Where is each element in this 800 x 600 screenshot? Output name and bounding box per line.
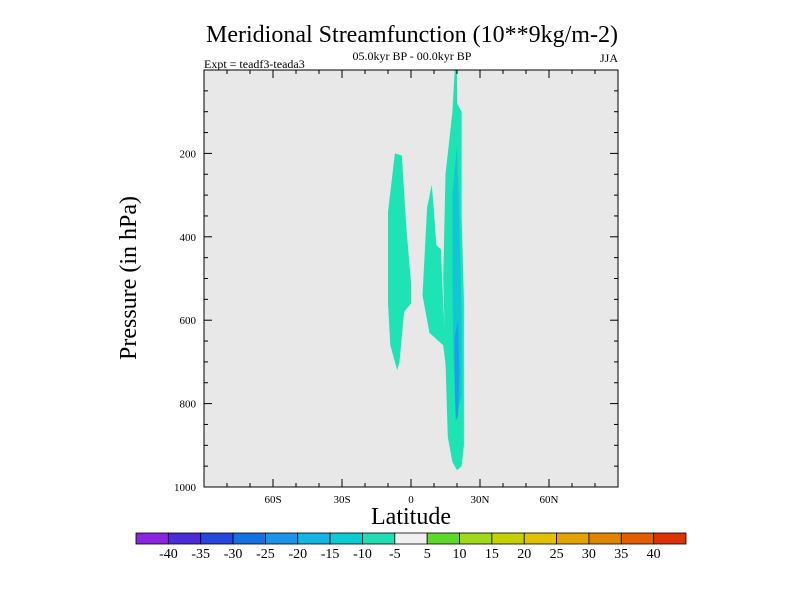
x-tick-label: 60S (264, 494, 281, 506)
chart-title: Meridional Streamfunction (10**9kg/m-2) (206, 22, 618, 48)
colorbar-label: 5 (424, 547, 431, 562)
y-tick-label: 600 (180, 315, 197, 327)
colorbar-swatch (426, 532, 460, 545)
colorbar-label: 15 (485, 547, 499, 562)
y-tick-label: 800 (180, 399, 197, 411)
x-tick-label: 0 (408, 494, 414, 506)
colorbar-swatch (135, 532, 169, 545)
colorbar-label: 10 (453, 547, 467, 562)
x-tick-label: 30N (471, 494, 490, 506)
x-tick-label: 30S (333, 494, 350, 506)
colorbar-label: -20 (288, 547, 307, 562)
colorbar-swatch (362, 532, 396, 545)
y-tick-label: 200 (180, 148, 197, 160)
plot-area (204, 70, 618, 487)
colorbar-label: -30 (224, 547, 243, 562)
colorbar-label: -10 (353, 547, 372, 562)
colorbar-label: -40 (159, 547, 178, 562)
colorbar-swatch (265, 532, 299, 545)
y-axis-label: Pressure (in hPa) (116, 196, 142, 360)
colorbar-label: 30 (582, 547, 596, 562)
experiment-label: Expt = teadf3-teada3 (204, 57, 305, 71)
x-axis-label: Latitude (371, 504, 451, 530)
colorbar-swatch (232, 532, 266, 545)
colorbar-label: -25 (256, 547, 275, 562)
colorbar-label: -5 (389, 547, 401, 562)
colorbar-swatch (556, 532, 590, 545)
colorbar-swatch (588, 532, 622, 545)
colorbar-swatch (329, 532, 363, 545)
colorbar-swatch (620, 532, 655, 545)
colorbar-label: -15 (321, 547, 340, 562)
contour-region-northern-core-2 (454, 320, 460, 421)
y-tick-label: 1000 (174, 482, 197, 494)
colorbar-swatch (394, 532, 428, 545)
chart-subtitle: 05.0kyr BP - 00.0kyr BP (353, 49, 472, 63)
x-tick-label: 60N (540, 494, 559, 506)
colorbar-swatch (491, 532, 525, 545)
colorbar-swatch (459, 532, 493, 545)
colorbar-swatch (200, 532, 234, 545)
colorbar-label: 25 (550, 547, 564, 562)
season-label: JJA (600, 51, 618, 65)
colorbar-swatch (653, 532, 687, 545)
colorbar-swatch (523, 532, 557, 545)
colorbar-label: 40 (647, 547, 661, 562)
colorbar-swatch (297, 532, 331, 545)
colorbar-label: -35 (191, 547, 210, 562)
colorbar-label: 35 (614, 547, 628, 562)
colorbar-swatch (167, 532, 202, 545)
y-tick-label: 400 (180, 232, 197, 244)
colorbar-label: 20 (517, 547, 531, 562)
contour-region-southern-cell (388, 153, 411, 371)
contour-region-northern-cell-inner (422, 184, 448, 383)
